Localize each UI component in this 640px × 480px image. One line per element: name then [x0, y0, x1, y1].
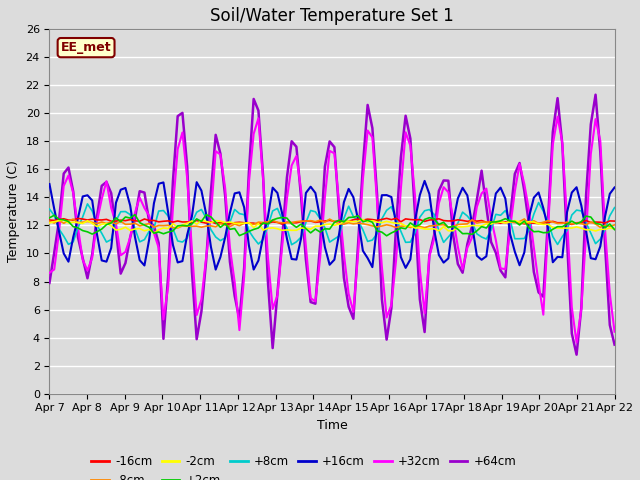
Y-axis label: Temperature (C): Temperature (C): [7, 160, 20, 263]
X-axis label: Time: Time: [317, 419, 348, 432]
Title: Soil/Water Temperature Set 1: Soil/Water Temperature Set 1: [210, 7, 454, 25]
Text: EE_met: EE_met: [61, 41, 111, 54]
Legend: -16cm, -8cm, -2cm, +2cm, +8cm, +16cm, +32cm, +64cm: -16cm, -8cm, -2cm, +2cm, +8cm, +16cm, +3…: [86, 451, 521, 480]
